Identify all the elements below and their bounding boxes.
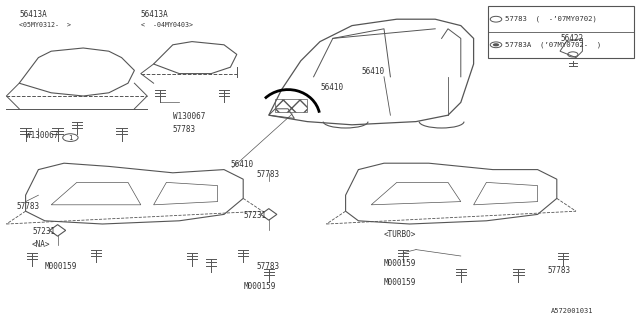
Bar	[488, 6, 634, 58]
Text: 57783: 57783	[16, 202, 39, 211]
Text: 1: 1	[68, 135, 72, 140]
Text: A572001031: A572001031	[550, 308, 593, 314]
Text: 56422: 56422	[560, 34, 583, 43]
Text: 57783A  (’07MY0702-  ): 57783A (’07MY0702- )	[505, 42, 601, 48]
Text: 57231: 57231	[243, 211, 266, 220]
Text: W130067: W130067	[173, 112, 205, 121]
Text: 56410: 56410	[362, 67, 385, 76]
Text: M000159: M000159	[384, 259, 417, 268]
Text: M000159: M000159	[384, 278, 417, 287]
Text: 57783: 57783	[256, 170, 279, 179]
Text: 56413A: 56413A	[141, 10, 168, 19]
Text: <NA>: <NA>	[32, 240, 51, 249]
Text: <TURBO>: <TURBO>	[384, 230, 417, 239]
Text: 57783: 57783	[256, 262, 279, 271]
Text: 56410: 56410	[230, 160, 253, 169]
Text: 56413A: 56413A	[19, 10, 47, 19]
Text: 57783: 57783	[547, 266, 570, 275]
Text: 57231: 57231	[32, 227, 55, 236]
Text: <  -04MY0403>: < -04MY0403>	[141, 22, 193, 28]
Text: M000159: M000159	[243, 282, 276, 291]
Text: 57783: 57783	[173, 125, 196, 134]
Text: M000159: M000159	[45, 262, 77, 271]
Text: W130067: W130067	[26, 131, 58, 140]
Text: <05MY0312-  >: <05MY0312- >	[19, 22, 71, 28]
Text: 56410: 56410	[320, 83, 343, 92]
Text: 57783  (  -’07MY0702): 57783 ( -’07MY0702)	[505, 16, 597, 22]
Circle shape	[493, 43, 499, 46]
